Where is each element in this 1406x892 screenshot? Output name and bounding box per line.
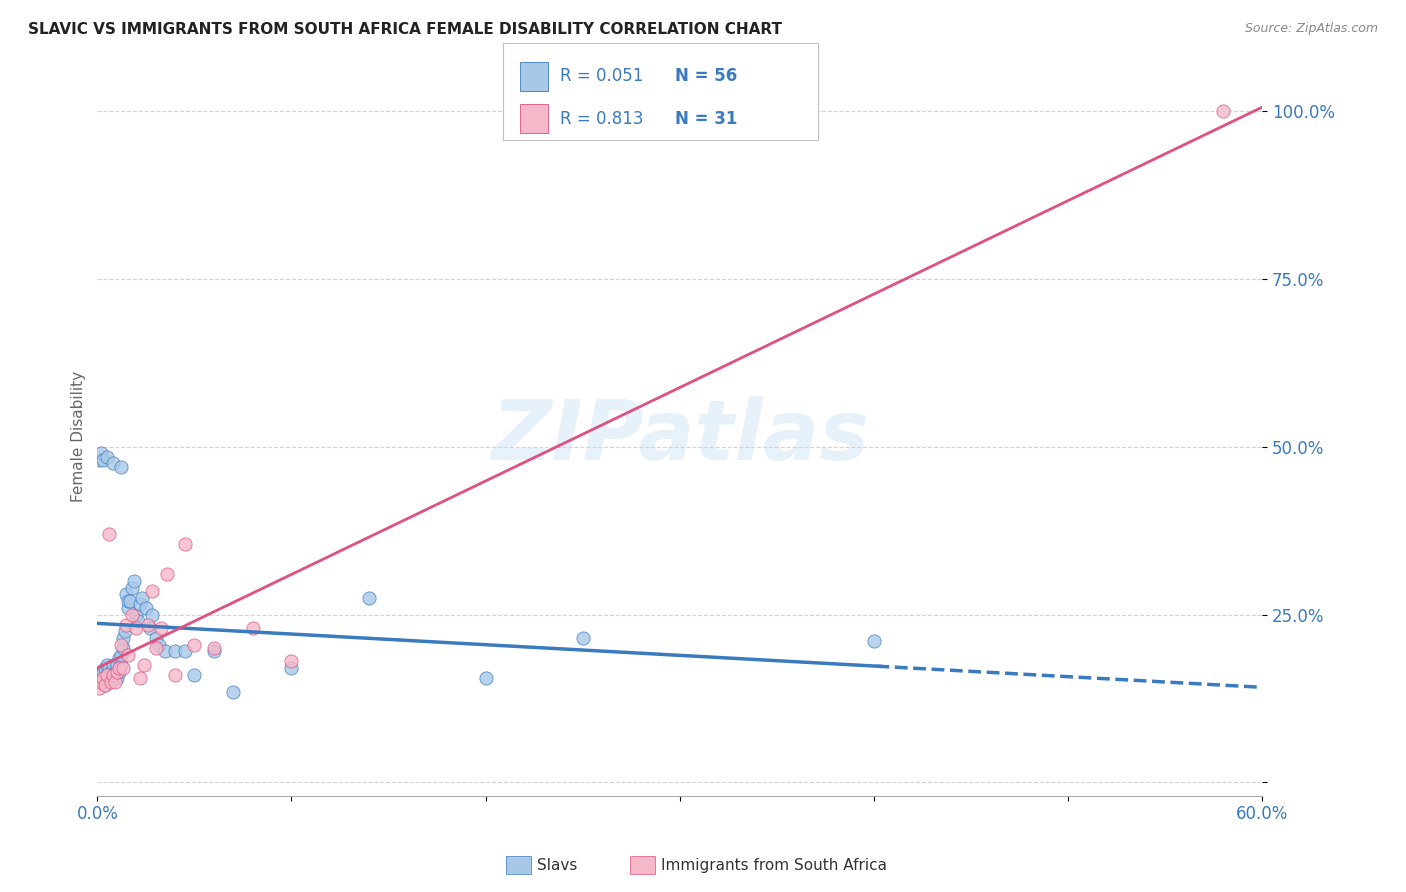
Point xyxy=(105,671,128,685)
Point xyxy=(242,621,264,635)
Point xyxy=(136,617,159,632)
Point xyxy=(115,587,138,601)
Text: R = 0.813: R = 0.813 xyxy=(560,110,643,128)
Point xyxy=(105,657,128,672)
Point xyxy=(91,453,114,467)
Point xyxy=(98,661,121,675)
Text: R = 0.051: R = 0.051 xyxy=(560,68,643,86)
Point xyxy=(129,671,152,685)
Point xyxy=(98,671,121,685)
Point xyxy=(110,459,132,474)
Point xyxy=(117,600,139,615)
Point xyxy=(110,657,132,672)
Point xyxy=(150,621,173,635)
Point xyxy=(117,594,139,608)
Point xyxy=(114,624,136,639)
Point xyxy=(111,641,134,656)
Point xyxy=(571,631,593,645)
Point xyxy=(280,655,302,669)
Point xyxy=(163,668,186,682)
Point xyxy=(101,668,124,682)
Point xyxy=(474,671,496,685)
Point xyxy=(117,648,139,662)
Point xyxy=(125,607,148,622)
Point xyxy=(222,684,245,698)
Point xyxy=(156,567,179,582)
Point xyxy=(359,591,381,605)
Point xyxy=(107,661,129,675)
Point xyxy=(141,584,163,599)
Point xyxy=(94,678,117,692)
Point xyxy=(163,644,186,658)
Point xyxy=(183,638,205,652)
Point xyxy=(183,668,205,682)
Point xyxy=(121,581,143,595)
Text: N = 31: N = 31 xyxy=(675,110,737,128)
Point xyxy=(135,600,157,615)
Point xyxy=(100,671,122,685)
Point xyxy=(90,446,112,460)
Point xyxy=(91,665,114,679)
Point xyxy=(89,681,111,696)
Point xyxy=(94,678,117,692)
Point xyxy=(101,457,124,471)
Point xyxy=(862,634,884,648)
Point xyxy=(94,661,117,675)
Point xyxy=(202,641,225,656)
Text: N = 56: N = 56 xyxy=(675,68,737,86)
Point xyxy=(110,638,132,652)
Point xyxy=(127,614,149,628)
Point xyxy=(101,657,124,672)
Point xyxy=(1212,103,1234,118)
Point xyxy=(125,621,148,635)
Point xyxy=(107,665,129,679)
Point xyxy=(104,665,127,679)
Point xyxy=(202,644,225,658)
Point xyxy=(105,665,128,679)
Point xyxy=(139,621,162,635)
Text: Source: ZipAtlas.com: Source: ZipAtlas.com xyxy=(1244,22,1378,36)
Point xyxy=(110,648,132,662)
Point xyxy=(145,641,167,656)
Point xyxy=(100,665,122,679)
Point xyxy=(115,617,138,632)
Point xyxy=(280,661,302,675)
Point xyxy=(148,638,170,652)
Point xyxy=(101,668,124,682)
Point xyxy=(91,674,114,689)
Point xyxy=(90,668,112,682)
Text: Slavs: Slavs xyxy=(537,858,578,872)
Point xyxy=(132,657,155,672)
Text: SLAVIC VS IMMIGRANTS FROM SOUTH AFRICA FEMALE DISABILITY CORRELATION CHART: SLAVIC VS IMMIGRANTS FROM SOUTH AFRICA F… xyxy=(28,22,782,37)
Point xyxy=(141,607,163,622)
Point xyxy=(90,674,112,689)
Point xyxy=(107,651,129,665)
Point xyxy=(96,668,118,682)
Text: Immigrants from South Africa: Immigrants from South Africa xyxy=(661,858,887,872)
Point xyxy=(89,453,111,467)
Point xyxy=(111,631,134,645)
Point xyxy=(96,668,118,682)
Point xyxy=(121,607,143,622)
Point xyxy=(173,644,195,658)
Point xyxy=(100,674,122,689)
Point xyxy=(89,671,111,685)
Point xyxy=(104,674,127,689)
Point xyxy=(120,594,142,608)
Point xyxy=(173,537,195,551)
Y-axis label: Female Disability: Female Disability xyxy=(72,371,86,502)
Point xyxy=(155,644,177,658)
Point xyxy=(145,631,167,645)
Point xyxy=(122,574,145,588)
Point xyxy=(96,657,118,672)
Point xyxy=(91,671,114,685)
Point xyxy=(131,591,153,605)
Point xyxy=(98,527,121,541)
Text: ZIPatlas: ZIPatlas xyxy=(491,396,869,477)
Point xyxy=(111,661,134,675)
Point xyxy=(129,598,152,612)
Point xyxy=(96,450,118,464)
